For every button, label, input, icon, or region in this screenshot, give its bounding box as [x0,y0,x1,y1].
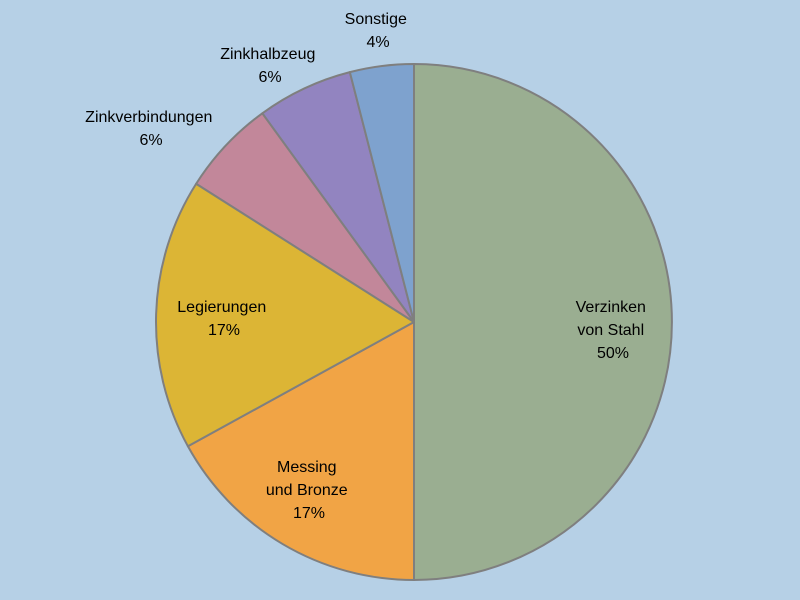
slice-label-legierungen: Legierungen 17% [177,299,270,339]
slice-label-verzinken: Verzinken von Stahl 50% [576,299,651,362]
pie-slice-legierungen [155,182,415,448]
pie-slice-messing [186,321,415,581]
pie-slices [155,63,673,581]
slice-label-zinkhalbzeug: Zinkhalbzeug 6% [220,46,320,86]
slice-label-messing: Messing und Bronze 17% [266,459,352,522]
pie-labels: Verzinken von Stahl 50% Messing und Bron… [85,11,651,522]
pie-slice-verzinken [413,63,673,581]
slice-label-sonstige: Sonstige 4% [345,11,412,51]
pie-slice-sonstige [348,63,415,323]
slice-label-zinkverbindungen: Zinkverbindungen 6% [85,109,217,149]
